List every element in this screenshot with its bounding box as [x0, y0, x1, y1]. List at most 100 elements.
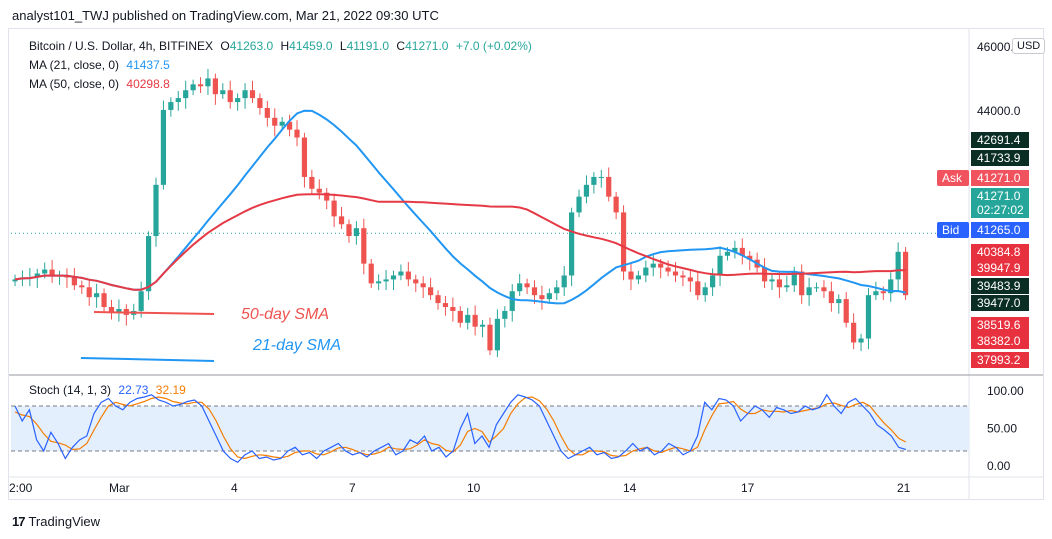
candle-body: [858, 338, 864, 343]
candle-body: [583, 184, 590, 197]
currency-badge[interactable]: USD: [1012, 38, 1046, 54]
candle-body: [836, 299, 842, 304]
price-tag-value: 40384.8: [977, 245, 1021, 259]
legend-open: 41263.0: [229, 39, 274, 53]
price-tick-label: 44000.0: [977, 104, 1021, 118]
candle-body: [183, 90, 189, 99]
candle-body: [902, 251, 909, 296]
candle-body: [509, 291, 515, 311]
candle-body: [71, 277, 77, 286]
candle-body: [175, 98, 181, 103]
price-tag: [971, 150, 1029, 166]
candle-body: [620, 212, 627, 272]
candle-body: [747, 255, 753, 260]
time-tick-label: 2:00: [9, 481, 33, 495]
chart-frame[interactable]: 50-day SMA 21-day SMA 46000.0 44000.0 42691.…: [8, 28, 1044, 500]
candle-body: [851, 322, 857, 343]
stoch-tick-label: 50.00: [987, 422, 1017, 436]
sma50-annotation-line: [93, 311, 215, 315]
candle-body: [138, 291, 144, 311]
stoch-d-line: [14, 396, 907, 460]
legend-stoch[interactable]: Stoch (14, 1, 3) 22.73 32.19: [29, 383, 190, 397]
price-tag-value: 41265.0: [977, 223, 1021, 237]
candle-body: [294, 129, 300, 138]
candle-body: [710, 275, 716, 288]
price-tag: [971, 244, 1029, 260]
price-tag-value: 38519.6: [977, 318, 1021, 332]
candle-body: [428, 287, 434, 296]
candle-body: [190, 84, 196, 91]
legend-ma21[interactable]: MA (21, close, 0) 41437.5: [29, 58, 174, 72]
candle-body: [680, 275, 686, 278]
candle-body: [865, 295, 872, 339]
candle-body: [784, 285, 790, 288]
candle-body: [235, 98, 241, 103]
candle-body: [739, 247, 745, 256]
candle-body: [457, 310, 463, 323]
candle-body: [49, 269, 55, 277]
candle-body: [331, 200, 337, 217]
candle-body: [598, 176, 604, 178]
price-tag-prefix-bg: [937, 222, 969, 238]
candle-body: [821, 287, 827, 292]
candle-body: [724, 251, 731, 256]
candle-body: [561, 275, 567, 288]
legend-stoch-label: Stoch (14, 1, 3): [29, 383, 112, 397]
legend-close: 41271.0: [405, 39, 449, 53]
candle-body: [450, 307, 456, 311]
price-tick-label: 46000.0: [977, 40, 1021, 54]
candle-body: [220, 90, 226, 95]
candle-body: [806, 287, 812, 296]
candle-body: [197, 84, 204, 87]
candle-body: [828, 291, 834, 304]
candle-body: [843, 299, 849, 323]
candle-body: [613, 196, 619, 213]
price-tag: [971, 202, 1029, 218]
stoch-tick-label: 100.00: [987, 384, 1024, 398]
time-tick-label: 21: [897, 481, 911, 495]
time-tick-label: 10: [467, 481, 481, 495]
candle-body: [517, 283, 523, 292]
candle-body: [487, 324, 493, 351]
price-tag-prefix: Ask: [942, 171, 963, 185]
candle-body: [227, 90, 233, 103]
price-tag: [971, 317, 1029, 333]
chart-canvas[interactable]: 50-day SMA 21-day SMA 46000.0 44000.0 42691.…: [9, 29, 1043, 499]
time-tick-label: 17: [741, 481, 755, 495]
candle-body: [895, 251, 901, 280]
candle-body: [732, 247, 738, 252]
candle-body: [435, 295, 441, 304]
candle-body: [168, 102, 174, 110]
candle-body: [413, 279, 419, 284]
legend-ma50-label: MA (50, close, 0): [29, 77, 120, 91]
candle-body: [86, 287, 92, 298]
candle-body: [212, 78, 218, 95]
time-tick-label: 14: [623, 481, 637, 495]
candle-body: [264, 107, 270, 118]
candle-body: [479, 324, 486, 327]
price-tag-value: 39947.9: [977, 261, 1021, 275]
price-tag-value: 37993.2: [977, 353, 1021, 367]
legend-ma50[interactable]: MA (50, close, 0) 40298.8: [29, 77, 174, 91]
candle-body: [465, 314, 471, 323]
candle-body: [472, 314, 478, 327]
candle-body: [368, 263, 374, 284]
legend-stoch-k: 22.73: [118, 383, 149, 397]
price-tag-value: 39483.9: [977, 279, 1021, 293]
legend-change: +7.0 (+0.02%): [455, 39, 532, 53]
candle-body: [353, 228, 359, 237]
price-tag-prefix: Bid: [942, 223, 959, 237]
sma21-annotation-line: [80, 357, 215, 362]
candle-body: [776, 279, 783, 288]
legend-ma21-label: MA (21, close, 0): [29, 58, 120, 72]
price-tag: [971, 260, 1029, 276]
candle-body: [94, 293, 100, 298]
publisher-header: analyst101_TWJ published on TradingView.…: [12, 8, 439, 23]
price-tag-value: 42691.4: [977, 133, 1021, 147]
price-tag: [971, 333, 1029, 349]
price-tag-value: 02:27:02: [977, 203, 1024, 217]
candle-body: [539, 295, 545, 300]
candle-body: [108, 307, 115, 313]
legend-high: 41459.0: [289, 39, 333, 53]
candle-body: [554, 287, 560, 294]
